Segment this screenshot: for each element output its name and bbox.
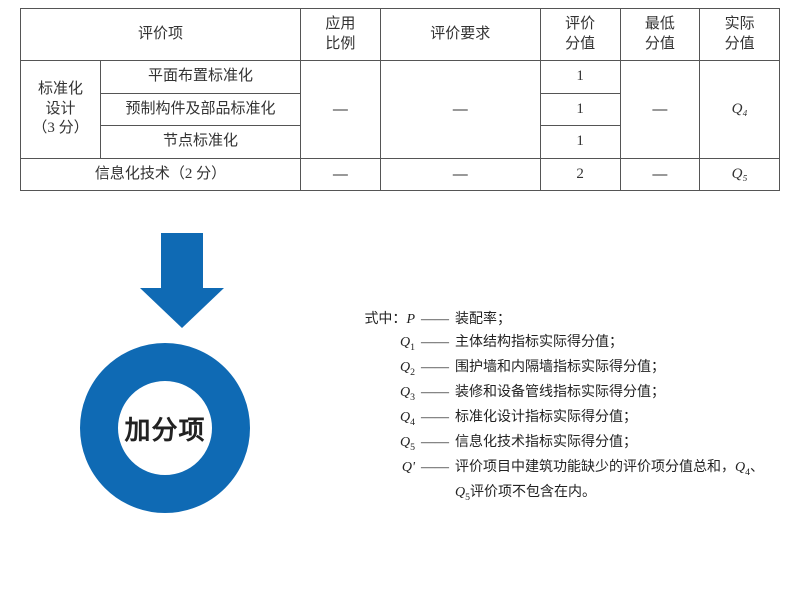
std-score3: 1	[540, 126, 620, 159]
legend-row: Q5 —— 信息化技术指标实际得分值；	[335, 431, 775, 456]
table-row: 信息化技术（2 分） — — 2 — Q₅	[21, 158, 780, 191]
hdr-app-ratio-l2: 比例	[325, 36, 355, 52]
legend-sym-5: Q5	[335, 431, 415, 456]
hdr-app-ratio-l1: 应用	[325, 16, 355, 32]
arrow-down-icon	[140, 233, 224, 328]
table-header-row: 评价项 应用 比例 评价要求 评价 分值 最低 分值 实际 分值	[21, 9, 780, 61]
legend-row: Q4 —— 标准化设计指标实际得分值；	[335, 406, 775, 431]
legend-block: 式中：P —— 装配率； Q1 —— 主体结构指标实际得分值； Q2 —— 围护…	[335, 308, 775, 506]
hdr-actual-score-l2: 分值	[725, 36, 755, 52]
std-actual-Q4: Q₄	[700, 61, 780, 159]
hdr-min-score-l1: 最低	[645, 16, 675, 32]
std-row2-label: 预制构件及部品标准化	[101, 93, 301, 126]
legend-sep: ——	[415, 356, 455, 381]
hdr-app-ratio: 应用 比例	[301, 9, 381, 61]
legend-def-1: 主体结构指标实际得分值；	[455, 331, 775, 356]
bonus-ring-label: 加分项	[124, 410, 205, 447]
legend-row: Q3 —— 装修和设备管线指标实际得分值；	[335, 381, 775, 406]
std-group-l3: （3 分）	[32, 120, 88, 136]
legend-sym-3: Q3	[335, 381, 415, 406]
hdr-eval-score: 评价 分值	[540, 9, 620, 61]
legend-sym-2: Q2	[335, 356, 415, 381]
legend-prefix: 式中：P	[335, 308, 415, 331]
std-group-l1: 标准化	[38, 81, 83, 97]
legend-row: Q' —— 评价项目中建筑功能缺少的评价项分值总和，Q4、Q5评价项不包含在内。	[335, 456, 775, 506]
hdr-actual-score-l1: 实际	[725, 16, 755, 32]
evaluation-table: 评价项 应用 比例 评价要求 评价 分值 最低 分值 实际 分值 标准化 设计	[20, 8, 780, 191]
legend-def-5: 信息化技术指标实际得分值；	[455, 431, 775, 456]
hdr-min-score: 最低 分值	[620, 9, 700, 61]
legend-def-4: 标准化设计指标实际得分值；	[455, 406, 775, 431]
hdr-eval-score-l1: 评价	[565, 16, 595, 32]
std-group-l2: 设计	[45, 101, 75, 117]
hdr-actual-score: 实际 分值	[700, 9, 780, 61]
legend-sep: ——	[415, 406, 455, 431]
hdr-eval-item: 评价项	[21, 9, 301, 61]
std-eval-req: —	[380, 61, 540, 159]
it-app-ratio: —	[301, 158, 381, 191]
arrow-stem	[161, 233, 203, 288]
legend-sep: ——	[415, 381, 455, 406]
std-score1: 1	[540, 61, 620, 94]
legend-row: Q1 —— 主体结构指标实际得分值；	[335, 331, 775, 356]
legend-sep: ——	[415, 456, 455, 506]
arrow-head	[140, 288, 224, 328]
std-row3-label: 节点标准化	[101, 126, 301, 159]
legend-sep: ——	[415, 308, 455, 331]
it-score: 2	[540, 158, 620, 191]
it-min-score: —	[620, 158, 700, 191]
legend-sym-4: Q4	[335, 406, 415, 431]
table-row: 标准化 设计 （3 分） 平面布置标准化 — — 1 — Q₄	[21, 61, 780, 94]
legend-sep: ——	[415, 431, 455, 456]
std-app-ratio: —	[301, 61, 381, 159]
legend-def-2: 围护墙和内隔墙指标实际得分值；	[455, 356, 775, 381]
legend-sym-1: Q1	[335, 331, 415, 356]
std-score2: 1	[540, 93, 620, 126]
legend-sym-6: Q'	[335, 456, 415, 506]
bonus-ring: 加分项	[80, 343, 250, 513]
legend-def-3: 装修和设备管线指标实际得分值；	[455, 381, 775, 406]
std-min-score: —	[620, 61, 700, 159]
hdr-eval-req: 评价要求	[380, 9, 540, 61]
legend-def-0: 装配率；	[455, 308, 775, 331]
std-row1-label: 平面布置标准化	[101, 61, 301, 94]
legend-prefix-text: 式中：	[364, 312, 406, 327]
hdr-min-score-l2: 分值	[645, 36, 675, 52]
legend-sym-0: P	[406, 312, 415, 327]
hdr-eval-score-l2: 分值	[565, 36, 595, 52]
it-label: 信息化技术（2 分）	[21, 158, 301, 191]
std-group-cell: 标准化 设计 （3 分）	[21, 61, 101, 159]
legend-row: Q2 —— 围护墙和内隔墙指标实际得分值；	[335, 356, 775, 381]
legend-sep: ——	[415, 331, 455, 356]
legend-def-6: 评价项目中建筑功能缺少的评价项分值总和，Q4、Q5评价项不包含在内。	[455, 456, 775, 506]
legend-row: 式中：P —— 装配率；	[335, 308, 775, 331]
it-actual-Q5: Q₅	[700, 158, 780, 191]
it-eval-req: —	[380, 158, 540, 191]
